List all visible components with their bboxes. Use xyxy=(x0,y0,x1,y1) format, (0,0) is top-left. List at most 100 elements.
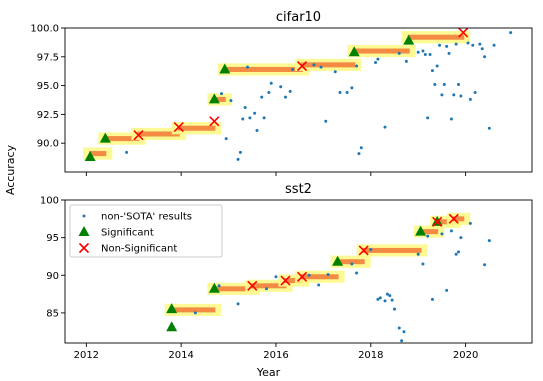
non-significant-marker xyxy=(432,216,443,227)
non-sota-point xyxy=(447,51,451,55)
non-sota-point xyxy=(459,94,463,98)
non-sota-point xyxy=(279,85,283,89)
non-sota-point xyxy=(217,284,221,288)
non-sota-point xyxy=(357,152,361,156)
y-tick-label: 97.5 xyxy=(37,52,59,63)
non-significant-marker xyxy=(296,271,308,282)
non-sota-point xyxy=(440,232,444,236)
significant-marker xyxy=(332,255,344,266)
significant-marker xyxy=(403,34,415,45)
non-sota-point xyxy=(291,67,295,71)
significant-marker xyxy=(166,321,178,332)
non-sota-point xyxy=(459,236,463,240)
non-sota-point xyxy=(267,91,271,95)
legend-entry-label: Non-Significant xyxy=(101,244,177,255)
y-tick-label: 100.0 xyxy=(30,24,59,35)
non-sota-point xyxy=(430,297,434,301)
y-tick-label: 92.5 xyxy=(37,110,59,121)
non-sota-point xyxy=(404,59,408,63)
non-sota-point xyxy=(253,111,257,115)
y-tick-label: 90 xyxy=(46,271,59,282)
non-sota-point xyxy=(260,95,264,99)
sota-band-inner xyxy=(223,66,304,72)
sota-band-inner xyxy=(353,48,410,54)
significant-marker xyxy=(99,132,111,143)
non-sota-point xyxy=(442,82,446,86)
non-sota-point xyxy=(324,119,328,123)
non-sota-point xyxy=(483,263,487,267)
non-sota-point xyxy=(229,99,233,103)
non-sota-point xyxy=(487,126,491,130)
plot-area xyxy=(164,212,491,343)
x-tick-label: 2012 xyxy=(74,350,99,361)
non-sota-point xyxy=(416,50,420,54)
non-sota-point xyxy=(400,339,404,343)
non-sota-point xyxy=(262,116,266,120)
sota-band-inner xyxy=(407,34,465,40)
significant-marker xyxy=(415,225,427,236)
y-tick-label: 95.0 xyxy=(37,81,59,92)
non-sota-point xyxy=(338,91,342,95)
sota-band-inner xyxy=(419,229,439,235)
non-sota-point xyxy=(428,52,432,56)
non-sota-point xyxy=(376,297,380,301)
non-sota-point xyxy=(264,287,268,291)
legend-swatch-significant xyxy=(78,226,90,236)
legend-swatch-non-significant xyxy=(78,242,90,254)
non-sota-point xyxy=(383,299,387,303)
non-sota-point xyxy=(238,150,242,154)
sota-band-inner xyxy=(170,307,216,313)
non-sota-point xyxy=(416,252,420,256)
sota-band-inner xyxy=(89,151,107,157)
non-sota-point xyxy=(246,65,250,69)
non-sota-point xyxy=(350,262,354,266)
non-sota-point xyxy=(430,69,434,73)
non-sota-point xyxy=(236,302,240,306)
non-sota-point xyxy=(374,61,378,65)
sota-band-inner xyxy=(362,247,422,253)
non-sota-point xyxy=(376,57,380,61)
non-sota-point xyxy=(445,44,449,48)
non-sota-point xyxy=(283,95,287,99)
x-tick-label: 2016 xyxy=(263,350,288,361)
significant-marker xyxy=(166,303,178,314)
non-sota-point xyxy=(435,64,439,68)
sota-band-inner xyxy=(301,62,356,68)
non-sota-point xyxy=(219,92,223,96)
x-axis-label: Year xyxy=(256,366,281,377)
legend-entry-label: Significant xyxy=(101,228,154,239)
y-axis-label: Accuracy xyxy=(4,144,17,195)
non-sota-point xyxy=(385,292,389,296)
non-sota-point xyxy=(350,86,354,90)
non-sota-point xyxy=(333,70,337,74)
y-tick-label: 90.0 xyxy=(37,139,59,150)
y-tick-label: 100 xyxy=(40,196,59,207)
axes-frame xyxy=(64,199,533,344)
non-sota-point xyxy=(355,64,359,68)
x-tick-label: 2020 xyxy=(453,350,478,361)
x-tick-label: 2018 xyxy=(358,350,383,361)
non-sota-point xyxy=(449,117,453,121)
non-sota-point xyxy=(471,43,475,47)
non-sota-point xyxy=(388,294,392,298)
legend: non-'SOTA' results Significant Non-Signifi… xyxy=(69,204,223,258)
non-sota-point xyxy=(466,41,470,45)
non-sota-point xyxy=(241,117,245,121)
significant-marker xyxy=(219,63,231,74)
non-sota-point xyxy=(255,129,259,133)
non-significant-marker xyxy=(458,28,469,38)
x-tick-label: 2014 xyxy=(168,350,193,361)
chart-panel-2: 85 90 95 100 2012 2014 2016 2018 2020 sst2 Year non… xyxy=(40,182,533,379)
non-sota-point xyxy=(317,283,321,287)
non-sota-point xyxy=(243,105,247,109)
chart-title: cifar10 xyxy=(276,10,321,25)
non-sota-point xyxy=(355,271,359,275)
non-sota-point xyxy=(397,51,401,55)
non-sota-point xyxy=(438,43,442,47)
y-tick-label: 85 xyxy=(46,308,59,319)
non-sota-point xyxy=(269,81,273,85)
legend-box xyxy=(69,204,223,258)
sota-band-inner xyxy=(104,136,140,142)
non-sota-point xyxy=(468,97,472,101)
